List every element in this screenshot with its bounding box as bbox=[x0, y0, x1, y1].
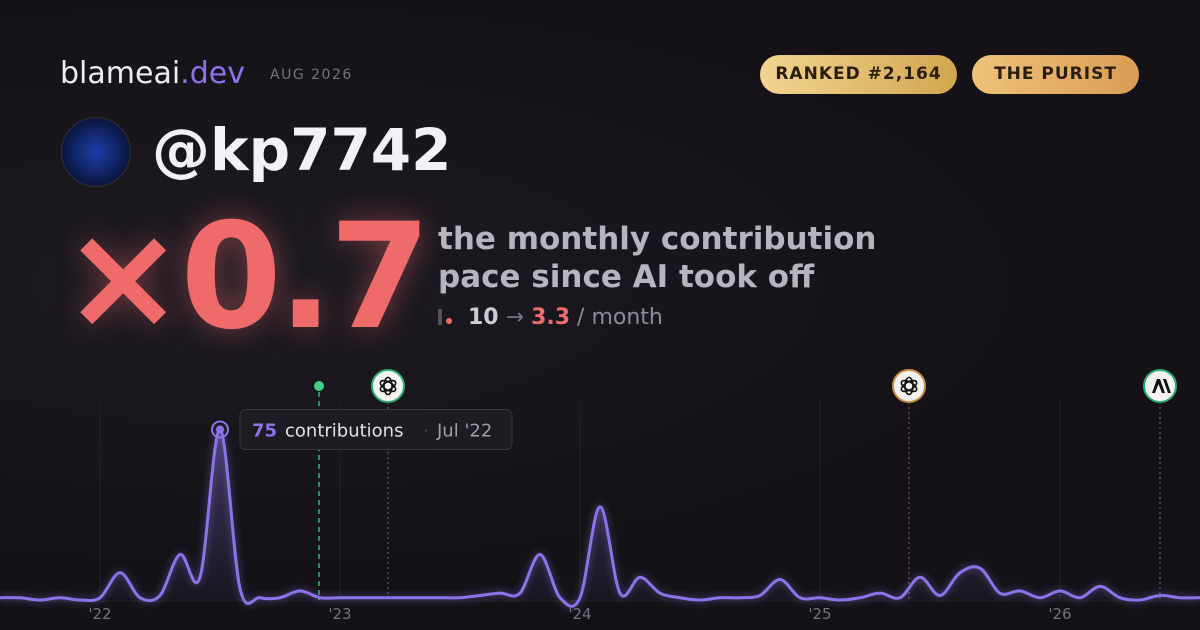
tooltip: 75 contributions · Jul '22 bbox=[239, 409, 513, 451]
tooltip-sep: · bbox=[424, 424, 428, 440]
area-fill bbox=[0, 429, 1200, 607]
handle: @kp7742 bbox=[152, 116, 452, 184]
tooltip-box bbox=[239, 409, 513, 451]
openai-icon bbox=[371, 369, 405, 403]
brand-tld: .dev bbox=[180, 56, 245, 91]
x-tick-label: '25 bbox=[808, 605, 831, 623]
brand: blameai.dev bbox=[60, 56, 245, 91]
x-tick-label: '22 bbox=[88, 605, 111, 623]
pace-before: 10 bbox=[468, 305, 499, 330]
pace-dot bbox=[446, 318, 452, 324]
tooltip-date: Jul '22 bbox=[436, 421, 492, 442]
date: AUG 2026 bbox=[270, 67, 353, 83]
anthropic-icon bbox=[1143, 369, 1177, 403]
description-line: pace since AI took off bbox=[438, 259, 815, 295]
pace-arrow: → bbox=[505, 305, 525, 330]
multiplier: ×0.7 bbox=[62, 192, 431, 362]
title-badge[interactable]: THE PURIST bbox=[972, 55, 1139, 94]
x-tick-label: '26 bbox=[1048, 605, 1071, 623]
pace-bar bbox=[438, 309, 442, 325]
event-dot bbox=[314, 381, 324, 391]
rank-badge[interactable]: RANKED #2,164 bbox=[760, 55, 957, 94]
peak-ring bbox=[211, 420, 229, 439]
tooltip-label: contributions bbox=[285, 421, 403, 442]
description: the monthly contribution pace since AI t… bbox=[438, 220, 876, 296]
peak-dot bbox=[216, 425, 224, 434]
avatar bbox=[61, 117, 131, 187]
tooltip-value: 75 bbox=[252, 421, 277, 442]
pace-after: 3.3 bbox=[531, 305, 571, 330]
pace-unit: / month bbox=[577, 305, 663, 330]
line bbox=[0, 428, 1200, 608]
x-tick-label: '23 bbox=[328, 605, 351, 623]
openai-icon bbox=[892, 369, 926, 403]
pace: 10 → 3.3 / month bbox=[438, 305, 663, 330]
brand-name: blameai bbox=[60, 56, 181, 91]
x-tick-label: '24 bbox=[568, 605, 591, 623]
description-line: the monthly contribution bbox=[438, 221, 877, 257]
events bbox=[314, 369, 1177, 600]
